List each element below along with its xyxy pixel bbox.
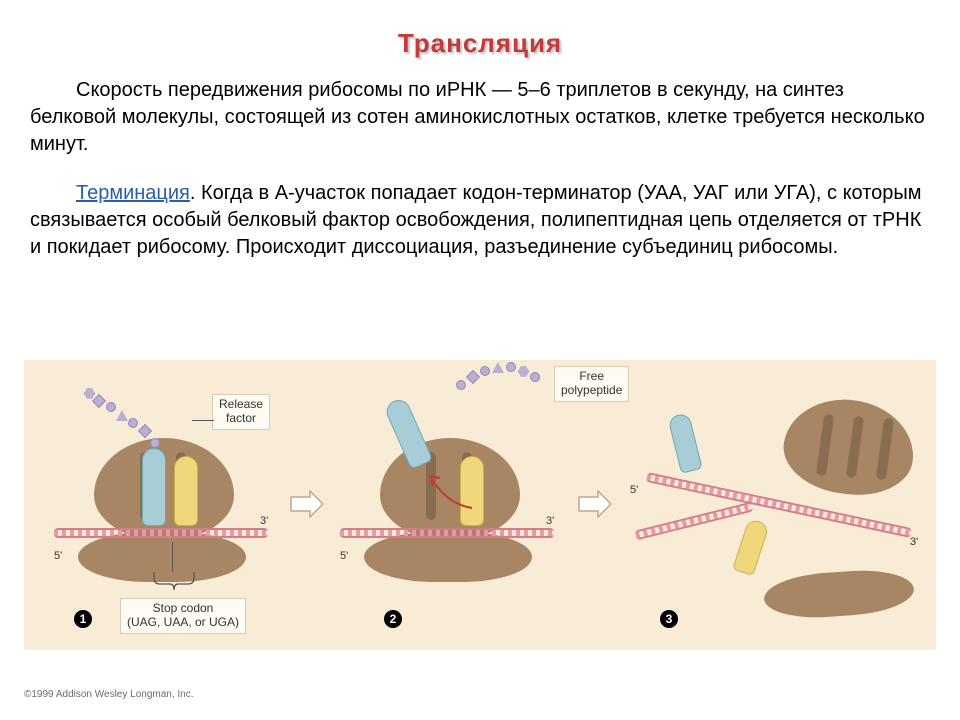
five-prime-label: 5': [340, 550, 348, 562]
bracket-icon: [152, 570, 196, 596]
termination-term: Терминация: [76, 182, 190, 204]
leader-line-icon: [192, 420, 214, 421]
three-prime-label: 3': [910, 536, 918, 548]
trna-icon: [142, 448, 166, 526]
red-arrow-icon: [422, 468, 482, 514]
paragraph1-text: Скорость передвижения рибосомы по иРНК —…: [30, 79, 925, 155]
mrna-strand-2: [340, 528, 554, 538]
three-prime-label: 3': [546, 515, 554, 527]
arrow-icon: [290, 490, 324, 518]
paragraph-speed: Скорость передвижения рибосомы по иРНК —…: [0, 77, 960, 158]
small-subunit-detached: [763, 567, 916, 621]
trna-leaving-icon: [383, 396, 433, 470]
termination-figure: 5' 3' Releasefactor Stop codon(UAG, UAA,…: [24, 360, 936, 650]
stop-codon-label: Stop codon(UAG, UAA, or UGA): [120, 598, 246, 634]
release-factor-label: Releasefactor: [212, 394, 270, 430]
five-prime-label: 5': [630, 484, 638, 496]
step-badge-1: 1: [74, 610, 92, 628]
polypeptide-chain-1: [84, 382, 164, 452]
release-factor-icon: [174, 456, 198, 526]
page-title: Трансляция: [0, 0, 960, 77]
arrow-icon: [578, 490, 612, 518]
three-prime-label: 3': [260, 515, 268, 527]
step-badge-2: 2: [384, 610, 402, 628]
release-factor-free-icon: [732, 518, 770, 576]
free-polypeptide-icon: [456, 362, 546, 402]
step-badge-3: 3: [660, 610, 678, 628]
mrna-strand-1: [54, 528, 268, 538]
copyright-text: ©1999 Addison Wesley Longman, Inc.: [24, 689, 194, 700]
paragraph-termination: Терминация. Когда в А-участок попадает к…: [0, 180, 960, 261]
free-polypeptide-label: Freepolypeptide: [554, 366, 629, 402]
leader-line-icon: [172, 542, 173, 572]
trna-free-icon: [667, 412, 702, 474]
five-prime-label: 5': [54, 550, 62, 562]
mrna-free: [635, 502, 754, 541]
